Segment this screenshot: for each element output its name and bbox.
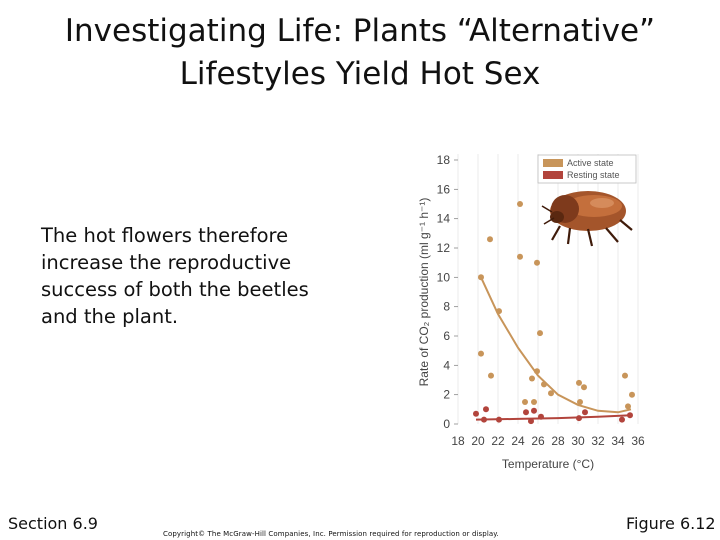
data-point-active — [534, 259, 540, 266]
data-point-active — [517, 201, 523, 207]
legend-label-active: Active state — [567, 158, 614, 168]
data-point-active — [541, 381, 547, 388]
y-tick-label: 8 — [443, 300, 450, 314]
body-text: The hot flowers therefore increase the r… — [41, 224, 309, 328]
x-tick-label: 36 — [631, 434, 645, 448]
x-axis-label: Temperature (°C) — [502, 457, 594, 471]
data-point-resting — [528, 418, 534, 425]
x-tick-label: 24 — [511, 434, 525, 448]
data-point-active — [577, 399, 583, 405]
data-point-resting — [481, 416, 487, 423]
data-point-resting — [576, 415, 582, 422]
y-tick-label: 16 — [437, 182, 451, 196]
data-point-active — [496, 308, 502, 315]
section-label: Section 6.9 — [8, 514, 98, 533]
data-point-resting — [496, 416, 502, 423]
x-tick-label: 32 — [591, 434, 605, 448]
data-point-active — [478, 350, 484, 357]
data-point-active — [487, 236, 493, 243]
y-tick-label: 18 — [437, 153, 451, 167]
copyright-notice: Copyright© The McGraw-Hill Companies, In… — [163, 530, 499, 538]
chart-legend: Active state Resting state — [537, 154, 637, 184]
trend-lines — [475, 276, 632, 421]
legend-swatch-resting — [543, 171, 563, 179]
trend-line-active — [480, 276, 632, 414]
y-tick-label: 10 — [437, 270, 451, 284]
data-point-resting — [582, 409, 588, 416]
slide-title: Investigating Life: Plants “Alternative”… — [20, 10, 700, 96]
data-point-resting — [627, 412, 633, 419]
x-tick-label: 18 — [451, 434, 465, 448]
data-point-resting — [531, 407, 537, 414]
x-tick-label: 26 — [531, 434, 545, 448]
data-point-active — [625, 403, 631, 410]
data-point-resting — [473, 410, 479, 417]
data-point-active — [534, 368, 540, 375]
legend-label-resting: Resting state — [567, 170, 620, 180]
data-point-active — [529, 375, 535, 382]
y-tick-label: 12 — [437, 241, 451, 255]
x-tick-label: 28 — [551, 434, 565, 448]
x-tick-label: 30 — [571, 434, 585, 448]
data-point-active — [548, 390, 554, 397]
legend-swatch-active — [543, 159, 563, 167]
trend-line-resting — [475, 414, 632, 421]
data-point-resting — [538, 413, 544, 420]
data-point-active — [531, 399, 537, 405]
beetle-icon — [541, 191, 633, 247]
data-point-resting — [523, 409, 529, 416]
y-tick-label: 0 — [443, 417, 450, 431]
x-tick-label: 22 — [491, 434, 505, 448]
data-point-active — [488, 372, 494, 379]
data-point-active — [622, 372, 628, 379]
data-point-resting — [483, 406, 489, 413]
title-line-1: Investigating Life: Plants “Alternative” — [64, 13, 656, 49]
y-tick-label: 6 — [443, 329, 450, 343]
data-points — [473, 201, 635, 425]
x-tick-label: 34 — [611, 434, 625, 448]
data-point-active — [517, 253, 523, 260]
chart-grid — [457, 154, 639, 424]
data-point-active — [522, 399, 528, 405]
title-line-2: Lifestyles Yield Hot Sex — [179, 56, 541, 92]
data-point-active — [576, 379, 582, 386]
figure-label: Figure 6.12 — [626, 514, 716, 533]
data-point-active — [537, 330, 543, 337]
y-tick-label: 14 — [437, 212, 451, 226]
data-point-resting — [619, 416, 625, 423]
y-tick-label: 2 — [443, 388, 450, 402]
y-tick-label: 4 — [443, 358, 450, 372]
data-point-active — [478, 274, 484, 281]
data-point-active — [629, 391, 635, 398]
x-tick-label: 20 — [471, 434, 485, 448]
data-point-active — [581, 384, 587, 391]
y-axis-label: Rate of CO₂ production (ml g⁻¹ h⁻¹) — [417, 198, 431, 387]
